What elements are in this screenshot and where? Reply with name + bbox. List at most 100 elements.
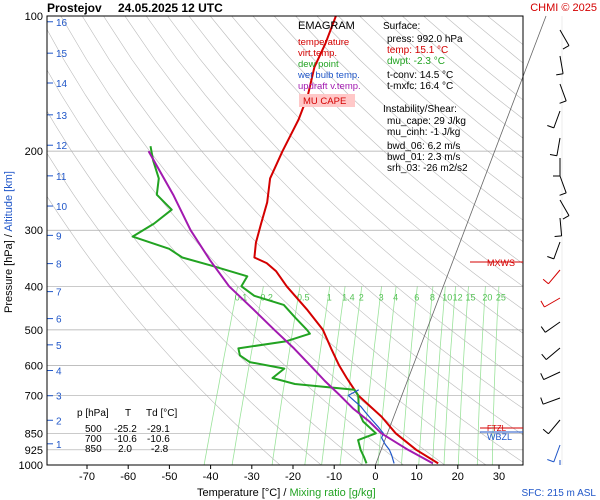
altitude-tick-label: 15 [56,49,68,60]
wind-barb-shaft [553,444,561,463]
dry-adiabat-line [145,16,523,384]
mixing-ratio-label: 10 [442,292,452,302]
wind-barb-flag [547,125,554,129]
x-axis-label: Temperature [°C] / Mixing ratio [g/kg] [197,487,376,499]
legend-wet-bulb: wet bulb temp. [297,70,360,81]
y-tick-label: 300 [25,225,43,237]
mixing-ratio-line [443,286,456,465]
mixing-ratio-label: 1.4 [342,292,355,302]
mu-cape-value: mu_cape: 29 J/kg [387,116,466,127]
t-mxfc: t-mxfc: 16.4 °C [387,81,453,92]
x-tick-label: -50 [161,471,177,483]
x-label-temperature: Temperature [°C] [197,487,280,499]
surface-press: press: 992.0 hPa [387,34,463,45]
wind-barb-flag [547,459,554,463]
wind-barb-flag [542,428,549,435]
table-header-t: T [125,408,131,419]
legend-dew-point: dew point [298,59,339,70]
wind-barb-shaft [559,217,563,236]
wind-barb-flag [559,192,567,196]
y-tick-label: 1000 [19,460,43,472]
wind-barb-flag [562,45,570,50]
dry-adiabat-line [188,16,523,334]
altitude-tick-label: 11 [56,172,67,183]
wind-barbs [540,16,570,465]
legend-virt-temp: virt.temp. [298,48,337,59]
wind-barb-flag [540,373,545,380]
wind-barb-shaft [556,137,561,156]
y-label-separator: / [3,233,15,237]
wind-barb-shaft [553,241,561,260]
legend-updraft: updraft v.temp. [298,81,361,92]
x-label-separator: / [283,487,287,499]
wind-barb-flag [542,278,549,285]
wind-barb-shaft [544,297,561,308]
surface-temp: temp: 15.1 °C [387,45,448,56]
wet-bulb-temp-line [347,389,395,464]
mixing-ratio-line [476,286,486,465]
legend-panel: EMAGRAM temperature virt.temp. dew point… [297,20,361,107]
altitude-tick-label: 13 [56,111,68,122]
altitude-tick-label: 1 [56,440,62,451]
wind-barb-flag [540,397,544,405]
mixing-ratio-label: 2 [359,292,364,302]
bwd-01-value: bwd_01: 2.3 m/s [387,152,460,163]
station-name: Prostejov [47,1,102,15]
altitude-tick-label: 7 [56,288,62,299]
updraft-v-temp-line [147,150,434,465]
table-header-p: p [hPa] [77,408,109,419]
x-tick-label: -20 [285,471,301,483]
dry-adiabat-line [487,16,523,46]
wind-barb-shaft [545,347,561,360]
temperature-line [253,16,439,465]
y-tick-label: 200 [25,146,43,158]
mixing-ratio-label: 1 [327,292,332,302]
mixing-ratio-label: 0.2 [260,292,273,302]
wind-barb-shaft [553,110,561,129]
level-table: p [hPa] T Td [°C] 500 -25.2 -29.1 700 -1… [77,408,177,455]
wind-barb-shaft [542,397,561,405]
wind-barb-shaft [559,29,570,46]
wind-barb-shaft [559,175,567,194]
plot-frame [46,15,524,466]
dry-adiabat-line [466,16,523,64]
mixing-ratio-label: 12 [453,292,463,302]
wind-barb-flag [554,235,562,237]
mu-cape-swatch [299,94,355,107]
dry-adiabat-line [252,16,523,265]
altitude-tick-label: 4 [56,367,62,378]
mixing-ratio-lines [203,286,500,465]
table-cell: 700 [85,434,102,445]
altitude-tick-label: 14 [56,79,68,90]
mu-cinh-value: mu_cinh: -1 J/kg [387,127,460,138]
dry-adiabat-line [338,16,523,179]
y-tick-label: 100 [25,11,43,23]
table-cell: -10.6 [114,434,137,445]
wind-barb-shaft [545,321,561,333]
dew-point-line [131,146,377,464]
grid-lines [47,15,547,466]
instability-title: Instability/Shear: [383,104,457,115]
dry-adiabat-line [295,16,523,221]
x-tick-label: -10 [326,471,342,483]
table-cell: 850 [85,444,102,455]
altitude-tick-label: 2 [56,416,62,427]
mixing-ratio-line [321,286,346,465]
x-tick-label: 0 [372,471,378,483]
ftzl-label: FTZL [487,424,507,433]
mixing-ratio-line [203,286,239,465]
x-label-mixing: Mixing ratio [g/kg] [289,487,375,499]
wind-barb-shaft [543,371,561,381]
mixing-ratio-line [231,286,264,465]
wind-barb-shaft [548,419,561,435]
surface-title: Surface: [383,21,420,32]
y-tick-label: 850 [25,428,43,440]
dry-adiabat-line [231,16,523,287]
mixing-ratio-line [377,286,397,465]
srh-03-value: srh_03: -26 m2/s2 [387,163,468,174]
dry-adiabat-line [273,16,523,242]
y-tick-label: 500 [25,325,43,337]
mxws-label: MXWS [487,258,515,268]
